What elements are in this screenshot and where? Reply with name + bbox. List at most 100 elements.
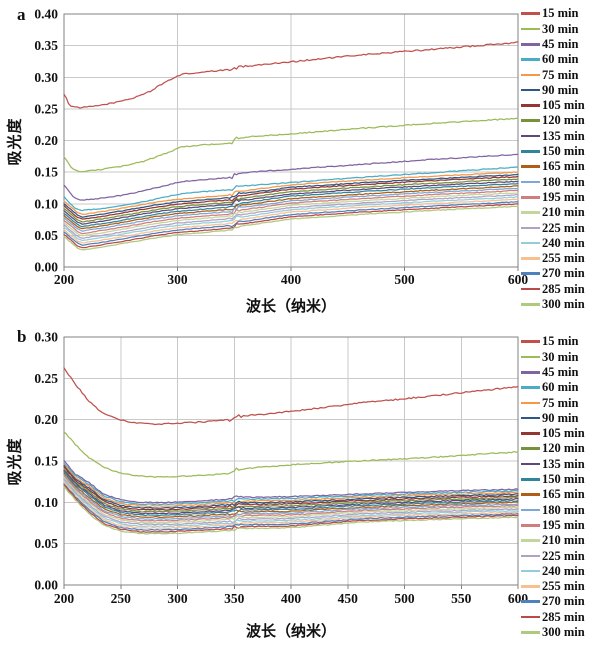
legend-line-swatch [521,134,540,138]
legend-item-90-min: 90 min [521,82,600,97]
series-180-min-curve [63,187,519,232]
x-tick-label: 250 [111,591,132,606]
legend-label: 90 min [542,82,579,97]
legend-line-swatch [521,272,540,275]
legend-item-45-min: 45 min [521,365,600,380]
legend-line-swatch [521,257,540,260]
x-tick-label: 500 [394,272,415,287]
legend-item-240-min: 240 min [521,563,600,578]
y-tick-label: 0.00 [34,578,58,593]
legend-line-swatch [521,287,540,291]
y-tick-label: 0.25 [34,371,58,386]
legend-label: 210 min [542,205,585,220]
legend-label: 15 min [542,334,579,349]
legend-label: 105 min [542,426,585,441]
legend-item-300-min: 300 min [521,625,600,640]
legend-line-swatch [521,180,540,184]
legend-label: 270 min [542,266,585,281]
legend-line-swatch [521,569,540,573]
y-tick-label: 0.15 [34,165,58,180]
legend-item-75-min: 75 min [521,67,600,82]
legend-item-240-min: 240 min [521,235,600,250]
series-240-min-curve [63,196,519,242]
legend-label: 240 min [542,563,585,578]
legend-item-120-min: 120 min [521,113,600,128]
legend-line-swatch [521,493,540,496]
y-tick-label: 0.30 [34,70,58,85]
legend-line-swatch [521,370,540,374]
legend-label: 285 min [542,281,585,296]
series-225-min-curve [63,194,519,239]
legend-label: 30 min [542,21,579,36]
x-tick-label: 600 [508,272,529,287]
y-tick-label: 0.20 [34,412,58,427]
legend-label: 210 min [542,533,585,548]
legend-item-75-min: 75 min [521,395,600,410]
legend-item-255-min: 255 min [521,579,600,594]
x-axis-title-b: 波长（纳米） [245,624,336,640]
series-210-min-curve [63,476,519,524]
series-165-min-curve [63,185,519,230]
series-225-min-curve [63,478,519,526]
x-axis-title-a: 波长（纳米） [245,299,336,315]
y-tick-label: 0.15 [34,454,58,469]
legend-line-swatch [521,211,540,214]
legend-line-swatch [521,401,540,405]
legend-label: 105 min [542,98,585,113]
legend-line-swatch [521,432,540,435]
legend-line-swatch [521,554,540,558]
legend-label: 75 min [542,395,579,410]
legend-line-swatch [521,302,540,306]
legend-line-swatch [521,340,540,343]
legend-line-swatch [521,615,540,619]
legend-label: 120 min [542,113,585,128]
legend-item-150-min: 150 min [521,144,600,159]
series-300-min-curve [63,485,519,535]
y-tick-label: 0.10 [34,196,58,211]
legend-a: 15 min 30 min 45 min 60 min 75 min 90 min 105 … [521,6,600,312]
legend-line-swatch [521,73,540,77]
panel-a-label: a [17,5,26,24]
panel-a: a 吸光度 0.00 0.05 0.10 0.15 0.20 0.25 0.30 0.35 0.… [0,0,600,320]
y-tick-label: 0.20 [34,133,58,148]
series-240-min-curve [63,480,519,528]
legend-line-swatch [521,150,540,153]
y-tick-label: 0.05 [34,228,58,243]
legend-line-swatch [521,462,540,466]
series-75-min-curve [63,171,519,215]
legend-label: 75 min [542,67,579,82]
legend-line-swatch [521,165,540,168]
legend-item-180-min: 180 min [521,502,600,517]
legend-label: 30 min [542,349,579,364]
legend-item-150-min: 150 min [521,472,600,487]
legend-line-swatch [521,119,540,123]
x-tick-label: 300 [167,591,188,606]
legend-item-300-min: 300 min [521,297,600,312]
legend-line-swatch [521,12,540,15]
y-tick-label: 0.10 [34,495,58,510]
legend-label: 180 min [542,174,585,189]
legend-label: 225 min [542,548,585,563]
legend-label: 165 min [542,487,585,502]
series-45-min-curve [63,459,519,504]
legend-line-swatch [521,241,540,245]
series-195-min-curve [63,475,519,522]
legend-item-30-min: 30 min [521,349,600,364]
legend-item-135-min: 135 min [521,128,600,143]
legend-b: 15 min 30 min 45 min 60 min 75 min 90 min 105 … [521,334,600,640]
series-60-min-curve [63,166,519,212]
legend-label: 60 min [542,52,579,67]
series-270-min-curve [63,201,519,246]
legend-item-165-min: 165 min [521,487,600,502]
legend-line-swatch [521,478,540,481]
series-285-min-curve [63,484,519,533]
legend-item-225-min: 225 min [521,220,600,235]
legend-line-swatch [521,600,540,603]
series-60-min-curve [63,462,519,506]
series-210-min-curve [63,192,519,237]
x-tick-label: 300 [167,272,188,287]
legend-label: 300 min [542,625,585,640]
legend-label: 255 min [542,579,585,594]
legend-line-swatch [521,386,540,389]
